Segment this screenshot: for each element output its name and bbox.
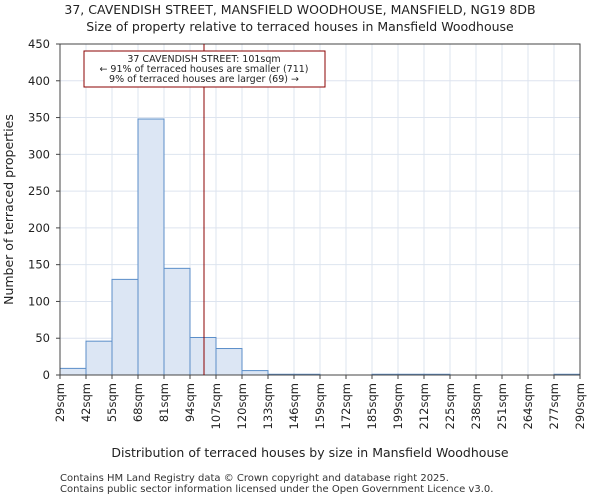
plot-frame <box>59 43 581 376</box>
x-tick-label-18: 264sqm <box>521 383 535 429</box>
y-tick-label-8: 400 <box>28 74 50 88</box>
annotation-box: 37 CAVENDISH STREET: 101sqm ← 91% of ter… <box>83 50 326 88</box>
chart-subtitle: Size of property relative to terraced ho… <box>86 19 514 34</box>
annotation-rect <box>83 50 326 88</box>
y-tick-label-1: 50 <box>35 331 50 345</box>
bar-81sqm <box>163 267 191 376</box>
annotation-line-1: 37 CAVENDISH STREET: 101sqm <box>127 54 280 65</box>
y-tick-label-3: 150 <box>28 258 50 272</box>
bar-94sqm <box>189 336 217 376</box>
x-tick-label-17: 251sqm <box>495 383 509 429</box>
y-tick-label-6: 300 <box>28 147 50 161</box>
x-tick-label-2: 55sqm <box>105 383 119 422</box>
x-tick-label-19: 277sqm <box>547 383 561 429</box>
chart-title-address: 37, CAVENDISH STREET, MANSFIELD WOODHOUS… <box>64 2 536 17</box>
bar-107sqm <box>215 348 243 376</box>
bar-120sqm <box>241 370 269 376</box>
x-tick-label-10: 159sqm <box>313 383 327 429</box>
x-tick-label-14: 212sqm <box>417 383 431 429</box>
x-tick-label-13: 199sqm <box>391 383 405 429</box>
x-tick-label-5: 94sqm <box>183 383 197 422</box>
x-tick-label-1: 42sqm <box>79 383 93 422</box>
y-axis-ticks: 0 50 100 150 200 250 300 350 400 450 <box>28 37 60 382</box>
y-tick-label-4: 200 <box>28 221 50 235</box>
x-axis-label: Distribution of terraced houses by size … <box>111 445 508 460</box>
x-tick-label-11: 172sqm <box>339 383 353 429</box>
x-tick-label-7: 120sqm <box>235 383 249 429</box>
footer-licence: Contains public sector information licen… <box>60 484 494 495</box>
y-tick-label-0: 0 <box>43 368 50 382</box>
x-tick-label-3: 68sqm <box>131 383 145 422</box>
x-tick-label-16: 238sqm <box>469 383 483 429</box>
x-tick-label-20: 290sqm <box>573 383 587 429</box>
y-tick-label-2: 100 <box>28 294 50 308</box>
y-tick-label-9: 450 <box>28 37 50 51</box>
x-tick-label-4: 81sqm <box>157 383 171 422</box>
x-tick-label-6: 107sqm <box>209 383 223 429</box>
bar-68sqm <box>137 118 165 376</box>
annotation-line-2: ← 91% of terraced houses are smaller (71… <box>99 64 308 75</box>
bar-55sqm <box>111 278 139 376</box>
x-axis-ticks: 29sqm 42sqm 55sqm 68sqm 81sqm 94sqm 107sqm 120s… <box>53 375 587 429</box>
x-tick-label-15: 225sqm <box>443 383 457 429</box>
bars <box>59 118 581 376</box>
bar-42sqm <box>85 340 113 376</box>
y-tick-label-7: 350 <box>28 111 50 125</box>
y-axis-label: Number of terraced properties <box>1 114 16 305</box>
footer-copyright: Contains HM Land Registry data © Crown c… <box>60 473 449 484</box>
y-tick-label-5: 250 <box>28 184 50 198</box>
x-tick-label-8: 133sqm <box>261 383 275 429</box>
x-tick-label-0: 29sqm <box>53 383 67 422</box>
annotation-line-3: 9% of terraced houses are larger (69) → <box>109 74 299 85</box>
x-tick-label-9: 146sqm <box>287 383 301 429</box>
x-tick-label-12: 185sqm <box>365 383 379 429</box>
bar-29sqm <box>59 367 87 376</box>
